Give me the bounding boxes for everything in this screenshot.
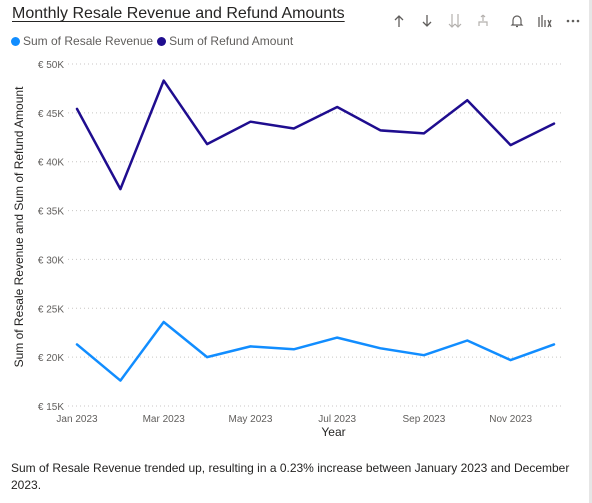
y-axis-title: Sum of Resale Revenue and Sum of Refund … (12, 86, 26, 368)
legend-item-refund-amount[interactable]: Sum of Refund Amount (157, 34, 293, 48)
y-tick-label: € 20K (38, 353, 64, 364)
chart-title[interactable]: Monthly Resale Revenue and Refund Amount… (12, 5, 345, 22)
panel-border (589, 0, 592, 503)
filter-visual-icon[interactable] (531, 11, 559, 31)
x-tick-label: Sep 2023 (402, 414, 445, 425)
series-line-0 (75, 320, 556, 382)
x-tick-label: May 2023 (228, 414, 272, 425)
y-tick-label: € 25K (38, 304, 64, 315)
legend-label-resale-revenue: Sum of Resale Revenue (23, 34, 154, 48)
x-tick-label: Nov 2023 (489, 414, 532, 425)
more-options-icon[interactable] (559, 11, 587, 31)
x-tick-label: Jan 2023 (56, 414, 98, 425)
sort-ascending-icon[interactable] (385, 11, 413, 31)
y-tick-label: € 35K (38, 207, 64, 218)
x-axis-title: Year (321, 425, 345, 439)
y-tick-label: € 45K (38, 109, 64, 120)
x-tick-label: Jul 2023 (318, 414, 356, 425)
line-chart[interactable]: € 15K € 20K € 25K € 30K € 35K € 40K € 45K € 50K… (0, 52, 588, 452)
sort-descending-icon[interactable] (413, 11, 441, 31)
legend-marker-refund-amount (157, 36, 167, 46)
visual-header-toolbar (385, 11, 587, 31)
legend-label-refund-amount: Sum of Refund Amount (169, 34, 294, 48)
legend-item-resale-revenue[interactable]: Sum of Resale Revenue (11, 34, 153, 48)
smart-narrative-text: Sum of Resale Revenue trended up, result… (11, 461, 570, 492)
legend-marker-resale-revenue (11, 36, 20, 46)
y-tick-label: € 30K (38, 255, 64, 266)
y-tick-label: € 40K (38, 158, 64, 169)
alert-bell-icon[interactable] (503, 11, 531, 31)
y-tick-label: € 15K (38, 402, 64, 413)
series-line-1 (75, 79, 556, 191)
hierarchy-icon[interactable] (469, 11, 497, 31)
expand-all-icon[interactable] (441, 11, 469, 31)
x-tick-label: Mar 2023 (143, 414, 186, 425)
chart-legend: Sum of Resale Revenue Sum of Refund Amou… (11, 34, 297, 48)
y-tick-label: € 50K (38, 60, 64, 71)
